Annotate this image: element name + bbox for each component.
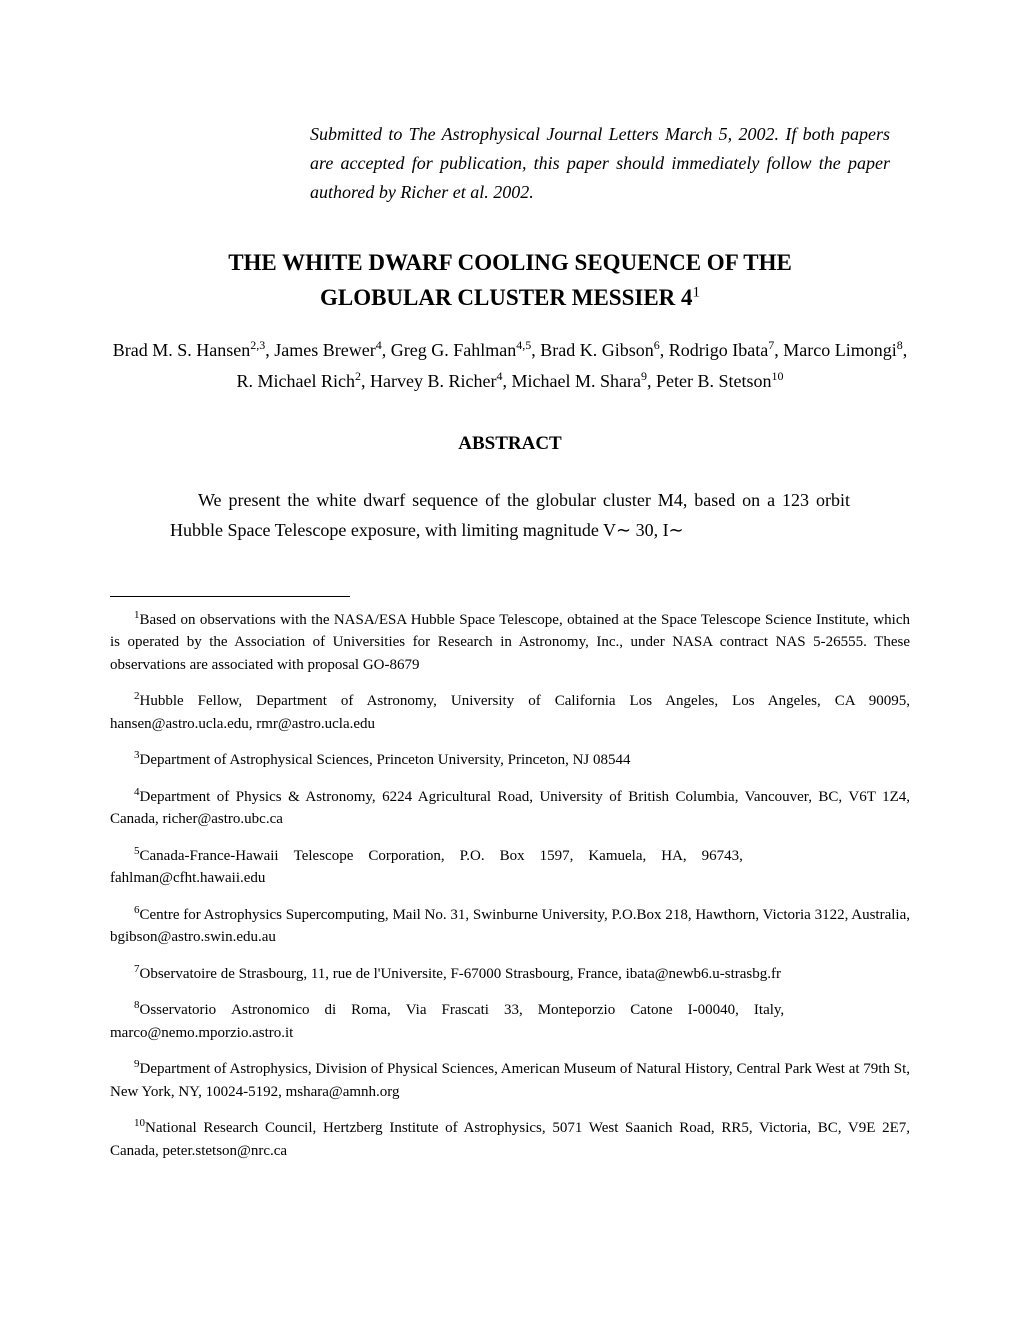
footnote-7-text: Observatoire de Strasbourg, 11, rue de l… bbox=[140, 966, 782, 982]
footnote-8: 8Osservatorio Astronomico di Roma, Via F… bbox=[110, 997, 910, 1044]
footnote-1-text: Based on observations with the NASA/ESA … bbox=[110, 612, 910, 673]
abstract-body: We present the white dwarf sequence of t… bbox=[170, 485, 850, 546]
title-line-2: GLOBULAR CLUSTER MESSIER 4 bbox=[320, 285, 693, 310]
footnote-rule bbox=[110, 596, 350, 597]
footnote-3: 3Department of Astrophysical Sciences, P… bbox=[110, 747, 910, 772]
footnote-3-text: Department of Astrophysical Sciences, Pr… bbox=[140, 752, 631, 768]
footnote-2: 2Hubble Fellow, Department of Astronomy,… bbox=[110, 688, 910, 735]
paper-title: THE WHITE DWARF COOLING SEQUENCE OF THE … bbox=[110, 246, 910, 315]
footnote-10: 10National Research Council, Hertzberg I… bbox=[110, 1115, 910, 1162]
footnote-9: 9Department of Astrophysics, Division of… bbox=[110, 1056, 910, 1103]
title-line-1: THE WHITE DWARF COOLING SEQUENCE OF THE bbox=[228, 250, 792, 275]
footnote-9-text: Department of Astrophysics, Division of … bbox=[110, 1061, 910, 1100]
footnote-5: 5Canada-France-Hawaii Telescope Corporat… bbox=[110, 843, 910, 890]
footnote-6-text: Centre for Astrophysics Supercomputing, … bbox=[110, 907, 910, 946]
abstract-text: We present the white dwarf sequence of t… bbox=[170, 490, 850, 541]
footnote-5-line2: fahlman@cfht.hawaii.edu bbox=[110, 867, 910, 890]
footnote-1: 1Based on observations with the NASA/ESA… bbox=[110, 607, 910, 677]
footnote-4-text: Department of Physics & Astronomy, 6224 … bbox=[110, 789, 910, 828]
paper-page: Submitted to The Astrophysical Journal L… bbox=[0, 0, 1020, 1254]
submission-note: Submitted to The Astrophysical Journal L… bbox=[310, 120, 890, 206]
title-footnote-mark: 1 bbox=[693, 284, 701, 300]
footnote-2-text: Hubble Fellow, Department of Astronomy, … bbox=[110, 693, 910, 732]
footnote-7: 7Observatoire de Strasbourg, 11, rue de … bbox=[110, 961, 910, 986]
footnote-5-line1: Canada-France-Hawaii Telescope Corporati… bbox=[140, 848, 743, 864]
footnote-8-line1: Osservatorio Astronomico di Roma, Via Fr… bbox=[140, 1002, 785, 1018]
footnote-6: 6Centre for Astrophysics Supercomputing,… bbox=[110, 902, 910, 949]
abstract-heading: ABSTRACT bbox=[110, 433, 910, 455]
footnote-8-line2: marco@nemo.mporzio.astro.it bbox=[110, 1022, 910, 1045]
author-list: Brad M. S. Hansen2,3, James Brewer4, Gre… bbox=[110, 335, 910, 396]
footnote-4: 4Department of Physics & Astronomy, 6224… bbox=[110, 784, 910, 831]
footnote-10-text: National Research Council, Hertzberg Ins… bbox=[110, 1120, 910, 1159]
